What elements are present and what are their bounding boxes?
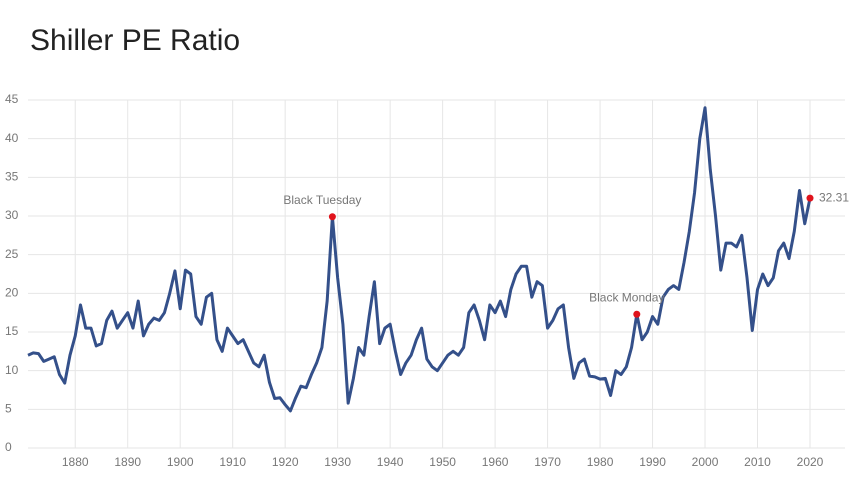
annotation-point	[633, 310, 641, 318]
x-tick-label: 1890	[114, 455, 141, 469]
x-tick-label: 2000	[692, 455, 719, 469]
y-tick-label: 15	[5, 324, 19, 338]
x-tick-label: 1910	[219, 455, 246, 469]
x-tick-label: 1970	[534, 455, 561, 469]
y-tick-label: 45	[5, 92, 19, 106]
y-tick-label: 40	[5, 131, 19, 145]
x-tick-label: 2010	[744, 455, 771, 469]
y-tick-label: 30	[5, 208, 19, 222]
annotation-label: Black Monday	[589, 290, 664, 304]
x-tick-label: 1900	[167, 455, 194, 469]
y-tick-label: 25	[5, 247, 19, 261]
x-tick-label: 1980	[587, 455, 614, 469]
x-tick-label: 1940	[377, 455, 404, 469]
y-tick-label: 5	[5, 402, 12, 416]
last-point	[806, 194, 814, 202]
x-tick-label: 1880	[62, 455, 89, 469]
x-tick-label: 1960	[482, 455, 509, 469]
y-tick-label: 10	[5, 363, 19, 377]
y-tick-label: 0	[5, 440, 12, 454]
chart-title: Shiller PE Ratio	[30, 24, 240, 57]
x-tick-label: 1950	[429, 455, 456, 469]
x-tick-label: 1920	[272, 455, 299, 469]
x-tick-label: 1930	[324, 455, 351, 469]
line	[27, 106, 812, 413]
y-tick-label: 35	[5, 170, 19, 184]
annotation-label: Black Tuesday	[283, 193, 361, 207]
x-tick-label: 1990	[639, 455, 666, 469]
annotation-point	[328, 213, 336, 221]
last-value-label: 32.31	[819, 190, 849, 204]
x-tick-label: 2020	[797, 455, 824, 469]
y-tick-label: 20	[5, 286, 19, 300]
